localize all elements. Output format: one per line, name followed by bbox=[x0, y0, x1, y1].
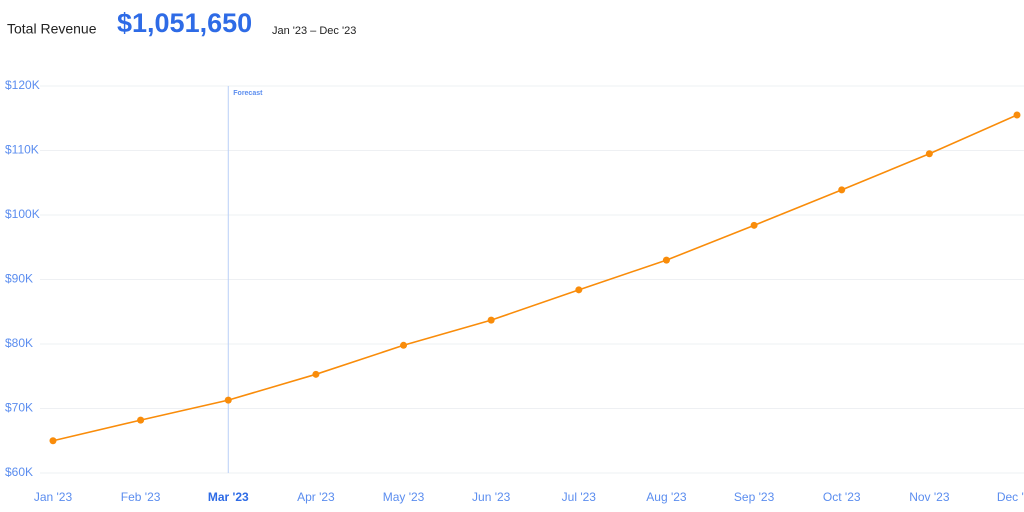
x-tick-label: Sep '23 bbox=[734, 490, 775, 504]
y-tick-label: $110K bbox=[5, 143, 39, 157]
y-tick-label: $60K bbox=[5, 465, 33, 479]
point bbox=[750, 221, 758, 229]
x-tick-label: Jul '23 bbox=[562, 490, 597, 504]
point bbox=[1013, 111, 1021, 119]
x-tick-label: Jan '23 bbox=[34, 490, 73, 504]
x-tick-label: Feb '23 bbox=[121, 490, 161, 504]
line bbox=[52, 114, 1018, 442]
point bbox=[224, 396, 232, 404]
forecast-label: Forecast bbox=[233, 90, 263, 97]
point bbox=[137, 416, 145, 424]
y-tick-label: $90K bbox=[5, 272, 33, 286]
x-tick-label: Oct '23 bbox=[823, 490, 861, 504]
point bbox=[312, 370, 320, 378]
point bbox=[925, 150, 933, 158]
point bbox=[838, 186, 846, 194]
x-tick-label: May '23 bbox=[383, 490, 425, 504]
x-tick-label: Dec '23 bbox=[997, 490, 1024, 504]
y-tick-label: $80K bbox=[5, 336, 33, 350]
chart-title: Total Revenue bbox=[7, 21, 97, 37]
point bbox=[487, 316, 495, 324]
y-tick-label: $100K bbox=[5, 207, 40, 221]
subtitle: Jan '23 – Dec '23 bbox=[272, 25, 356, 37]
total: $1,051,650 bbox=[117, 8, 252, 38]
y-tick-label: $120K bbox=[5, 78, 40, 92]
x-tick-label: Jun '23 bbox=[472, 490, 511, 504]
x-tick-label: Nov '23 bbox=[909, 490, 950, 504]
point bbox=[662, 256, 670, 264]
x-tick-label: Aug '23 bbox=[646, 490, 687, 504]
x-tick-label: Mar '23 bbox=[208, 490, 249, 504]
point bbox=[49, 437, 57, 445]
x-tick-label: Apr '23 bbox=[297, 490, 335, 504]
point bbox=[575, 286, 583, 294]
y-tick-label: $70K bbox=[5, 401, 33, 415]
point bbox=[400, 341, 408, 349]
